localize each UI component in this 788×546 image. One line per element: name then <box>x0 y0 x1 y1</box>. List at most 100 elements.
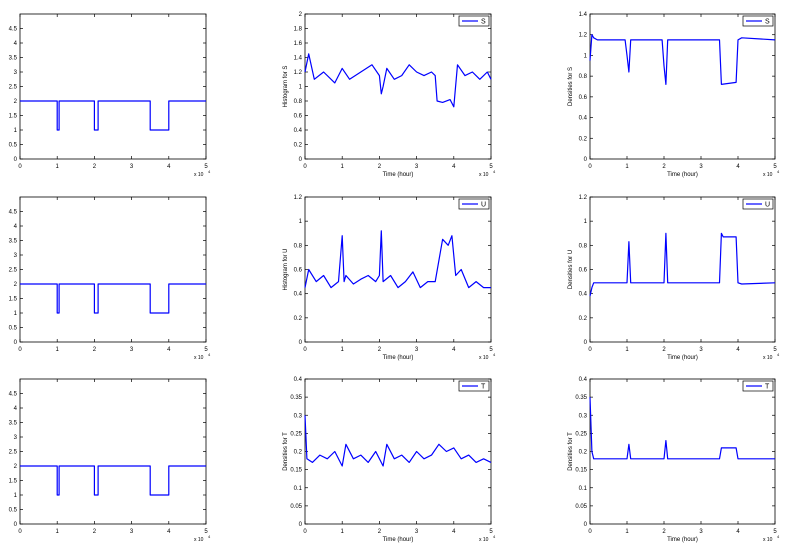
x-exponent-power: 4 <box>493 534 496 539</box>
y-tick-label: 0.8 <box>294 99 303 105</box>
x-exponent-label: x 10 <box>194 355 204 361</box>
x-tick-label: 0 <box>588 347 592 353</box>
y-tick-label: 1 <box>584 53 588 59</box>
x-tick-label: 2 <box>662 347 666 353</box>
y-tick-label: 1.8 <box>294 27 303 33</box>
series-line-r2c2 <box>304 230 491 289</box>
y-tick-label: 0.4 <box>294 377 303 383</box>
y-tick-label: 0.4 <box>579 292 588 298</box>
x-tick-label: 5 <box>773 347 777 353</box>
y-tick-label: 0.8 <box>294 243 303 249</box>
y-tick-label: 4 <box>14 41 18 47</box>
x-tick-label: 2 <box>93 164 97 170</box>
x-tick-label: 3 <box>130 347 134 353</box>
x-exponent-power: 4 <box>493 352 496 357</box>
x-tick-label: 4 <box>452 529 456 535</box>
y-tick-label: 0 <box>584 340 588 346</box>
x-axis-label: Time (hour) <box>667 537 698 543</box>
plot-frame <box>589 196 776 343</box>
y-axis-label: Histogram for S <box>283 66 289 108</box>
y-tick-label: 0 <box>584 157 588 163</box>
y-tick-label: 0.15 <box>290 468 302 474</box>
x-tick-label: 1 <box>56 347 60 353</box>
y-tick-label: 4 <box>14 406 18 412</box>
x-exponent-power: 4 <box>777 352 780 357</box>
x-tick-label: 5 <box>204 529 208 535</box>
y-tick-label: 2 <box>14 464 18 470</box>
y-tick-label: 0.05 <box>290 504 302 510</box>
x-tick-label: 0 <box>588 529 592 535</box>
x-tick-label: 2 <box>662 164 666 170</box>
x-axis-label: Time (hour) <box>383 355 414 361</box>
y-axis-label: Densities for S <box>568 67 574 106</box>
plot-frame <box>19 13 207 160</box>
y-tick-label: 4.5 <box>9 210 18 216</box>
y-tick-label: 3.5 <box>9 421 18 427</box>
y-tick-label: 0.4 <box>579 377 588 383</box>
y-tick-label: 0 <box>14 522 18 528</box>
y-tick-label: 0 <box>584 522 588 528</box>
series-line-r2c1 <box>20 283 206 314</box>
x-tick-label: 2 <box>378 347 382 353</box>
legend-label: S <box>765 19 770 26</box>
x-tick-label: 0 <box>303 164 307 170</box>
y-tick-label: 0.1 <box>294 486 303 492</box>
x-exponent-label: x 10 <box>763 355 773 361</box>
y-tick-label: 0.6 <box>294 268 303 274</box>
y-tick-label: 0.2 <box>294 143 303 149</box>
y-axis-label: Densities for U <box>568 250 574 289</box>
y-tick-label: 2.5 <box>9 85 18 91</box>
y-tick-label: 3 <box>14 435 18 441</box>
x-tick-label: 3 <box>699 529 703 535</box>
x-axis-label: Time (hour) <box>667 172 698 178</box>
y-tick-label: 1.2 <box>579 195 588 201</box>
x-tick-label: 0 <box>18 164 22 170</box>
y-tick-label: 0.6 <box>579 95 588 101</box>
x-tick-label: 1 <box>56 529 60 535</box>
plot-frame <box>19 378 207 525</box>
y-tick-label: 1.4 <box>579 12 588 18</box>
x-tick-label: 0 <box>303 347 307 353</box>
y-tick-label: 1 <box>14 311 18 317</box>
x-tick-label: 2 <box>93 347 97 353</box>
x-tick-label: 0 <box>588 164 592 170</box>
x-tick-label: 1 <box>625 529 629 535</box>
y-tick-label: 0.05 <box>575 504 587 510</box>
series-line-r1c1 <box>20 100 206 131</box>
x-tick-label: 3 <box>699 347 703 353</box>
plot-frame <box>304 13 492 160</box>
x-tick-label: 3 <box>415 347 419 353</box>
x-exponent-label: x 10 <box>479 537 489 543</box>
plot-frame <box>304 378 492 525</box>
x-tick-label: 0 <box>18 347 22 353</box>
x-tick-label: 3 <box>699 164 703 170</box>
plot-frame <box>589 378 776 525</box>
x-axis-label: Time (hour) <box>383 537 414 543</box>
legend: T <box>458 380 490 392</box>
series-line-r2c3 <box>589 232 776 297</box>
y-tick-label: 1.2 <box>294 70 303 76</box>
panel-r2c1: 0 1 2 3 4 500.511.522.533.544.5x 104 <box>9 196 211 361</box>
x-tick-label: 2 <box>662 529 666 535</box>
y-tick-label: 1 <box>584 219 588 225</box>
panel-r3c2: 0 1 2 3 4 500.050.10.150.20.250.30.350.4x 104… <box>283 377 496 543</box>
x-tick-label: 1 <box>56 164 60 170</box>
x-tick-label: 0 <box>18 529 22 535</box>
plot-frame <box>19 196 207 343</box>
x-tick-label: 4 <box>452 164 456 170</box>
x-exponent-label: x 10 <box>763 537 773 543</box>
legend: T <box>742 380 774 392</box>
x-tick-label: 2 <box>378 164 382 170</box>
series-line-r3c2 <box>304 415 492 467</box>
x-tick-label: 1 <box>341 529 345 535</box>
x-tick-label: 1 <box>341 347 345 353</box>
legend-label: S <box>481 19 486 26</box>
y-axis-label: Densities for T <box>568 432 574 471</box>
y-axis-label: Densities for T <box>283 432 289 471</box>
y-tick-label: 1 <box>299 219 303 225</box>
x-tick-label: 2 <box>93 529 97 535</box>
panel-r3c1: 0 1 2 3 4 500.511.522.533.544.5x 104 <box>9 378 211 543</box>
plot-frame <box>304 196 492 343</box>
y-tick-label: 2 <box>299 12 303 18</box>
x-tick-label: 3 <box>415 164 419 170</box>
